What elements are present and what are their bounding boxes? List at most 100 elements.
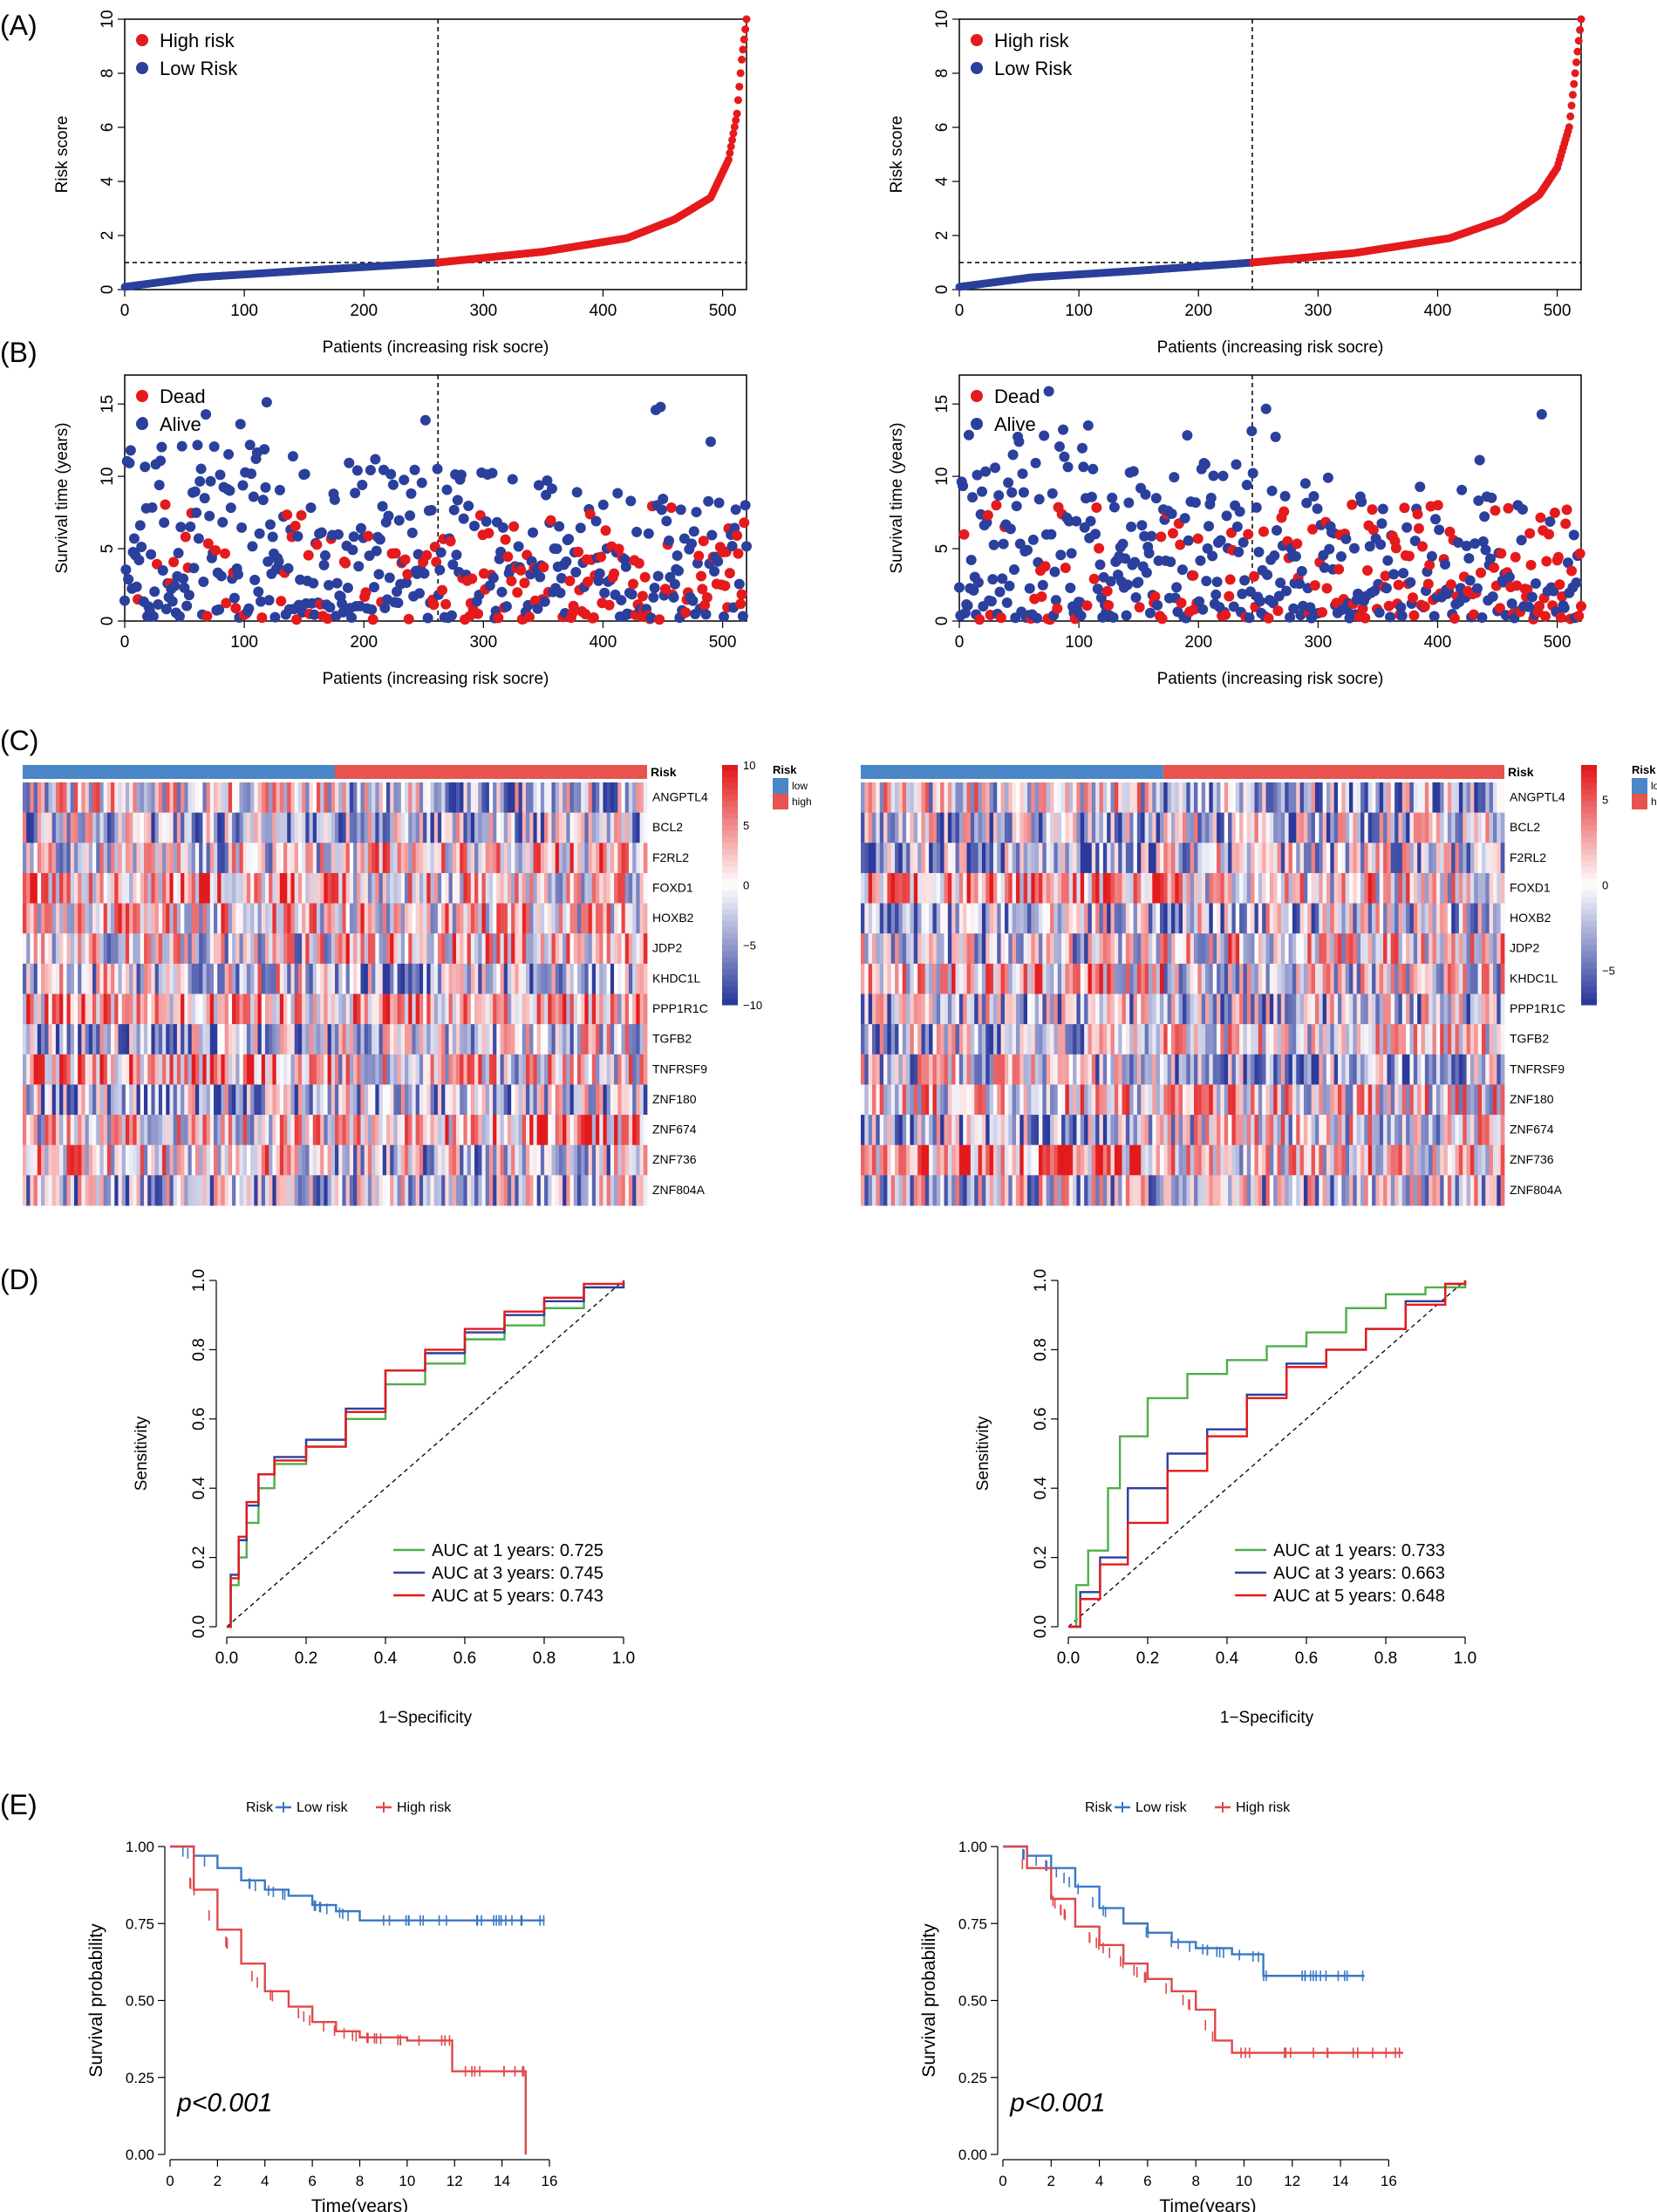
heatmap-cell [99, 1054, 105, 1085]
heatmap-cell [287, 872, 291, 904]
heatmap-cell [214, 933, 218, 965]
data-point [1571, 69, 1579, 78]
heatmap-cell [154, 1115, 160, 1146]
data-point [954, 582, 965, 593]
heatmap-cell [246, 782, 251, 814]
heatmap-cell [41, 1084, 45, 1116]
heatmap-cell [162, 1115, 167, 1146]
data-point [387, 479, 399, 490]
heatmap-cell [566, 872, 570, 904]
data-point [1403, 550, 1415, 562]
heatmap-cell [312, 993, 317, 1025]
data-point [1362, 565, 1374, 577]
heatmap-cell [276, 1024, 281, 1055]
heatmap-cell [26, 872, 31, 904]
data-point [656, 504, 667, 515]
heatmap-cell [287, 812, 291, 843]
heatmap-cell [992, 812, 998, 843]
heatmap-cell [1080, 812, 1085, 843]
data-point [452, 495, 463, 506]
heatmap-cell [445, 812, 449, 843]
heatmap-cell [106, 782, 112, 814]
heatmap-cell [338, 1115, 343, 1146]
heatmap-cell [551, 843, 556, 874]
heatmap-cell [30, 812, 35, 843]
heatmap-cell [327, 1175, 332, 1206]
data-point [1510, 551, 1521, 563]
heatmap-cell [621, 933, 626, 965]
heatmap-cell [88, 1054, 93, 1085]
heatmap-cell [194, 903, 200, 934]
data-point [215, 469, 226, 481]
heatmap-cell [1285, 812, 1289, 843]
heatmap-cell [73, 782, 78, 814]
panel-label-c: (C) [0, 725, 38, 756]
heatmap-cell [283, 1054, 288, 1085]
heatmap-cell [349, 1115, 354, 1146]
heatmap-cell [400, 963, 406, 994]
heatmap-cell [485, 1084, 490, 1116]
data-point [991, 500, 1002, 511]
heatmap-cell [433, 782, 439, 814]
heatmap-cell [194, 1144, 200, 1176]
heatmap-cell [390, 1115, 394, 1146]
heatmap-cell [81, 1144, 85, 1176]
heatmap-cell [540, 1054, 545, 1085]
heatmap-cell [503, 782, 508, 814]
heatmap-cell [397, 993, 402, 1025]
heatmap-cell [400, 812, 406, 843]
heatmap-cell [78, 993, 82, 1025]
color-scale-label: 0 [743, 879, 749, 892]
data-point [501, 601, 512, 612]
data-point [445, 536, 456, 547]
heatmap-cell [591, 1144, 597, 1176]
heatmap-cell [133, 1115, 137, 1146]
heatmap-cell [37, 872, 42, 904]
heatmap-cell [566, 1175, 570, 1206]
heatmap-cell [114, 872, 119, 904]
heatmap-cell [573, 843, 578, 874]
data-point [440, 598, 452, 610]
heatmap-cell [1341, 812, 1347, 843]
heatmap-cell [158, 933, 163, 965]
heatmap-cell [643, 782, 648, 814]
x-tick-label: 200 [1184, 302, 1212, 320]
data-point [995, 612, 1006, 624]
risk-annotation-label: Risk [1508, 765, 1534, 779]
data-point [153, 480, 165, 491]
heatmap-cell [1027, 782, 1032, 814]
heatmap-cell [507, 993, 512, 1025]
heatmap-cell [474, 1115, 479, 1146]
heatmap-cell [269, 1084, 273, 1116]
data-point [1088, 573, 1100, 584]
heatmap-cell [121, 993, 126, 1025]
heatmap-cell [92, 1115, 97, 1146]
heatmap-cell [551, 993, 556, 1025]
data-point [181, 600, 193, 611]
heatmap-cell [235, 1054, 240, 1085]
heatmap-cell [448, 812, 453, 843]
heatmap-cell [596, 993, 600, 1025]
heatmap-cell [390, 993, 394, 1025]
data-point [243, 603, 255, 614]
heatmap-cell [970, 782, 975, 814]
data-point [1081, 600, 1093, 611]
heatmap-cell [423, 872, 427, 904]
heatmap-cell [474, 1084, 479, 1116]
heatmap-cell [78, 903, 82, 934]
heatmap-cell [51, 812, 57, 843]
heatmap-cell [173, 1054, 178, 1085]
heatmap-cell [621, 993, 626, 1025]
heatmap-cell [448, 843, 453, 874]
heatmap-cell [529, 1024, 534, 1055]
heatmap-cell [548, 1175, 552, 1206]
heatmap-cell [551, 812, 556, 843]
heatmap-cell [511, 782, 515, 814]
heatmap-cell [412, 1084, 417, 1116]
heatmap-cell [147, 1084, 152, 1116]
heatmap-cell [283, 782, 288, 814]
heatmap-cell [588, 1144, 593, 1176]
heatmap-cell [33, 1054, 38, 1085]
annotation-legend-high-label: high [792, 795, 812, 808]
heatmap-cell [209, 872, 215, 904]
